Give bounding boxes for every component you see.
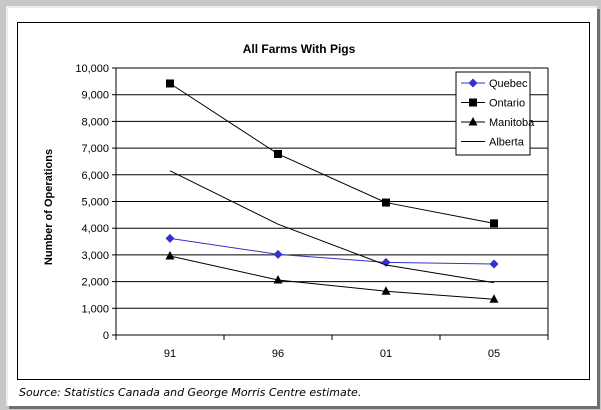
legend-marker-quebec bbox=[468, 78, 478, 88]
legend-marker-ontario bbox=[469, 98, 477, 107]
y-tick-label: 6,000 bbox=[81, 170, 109, 182]
data-point-manitoba bbox=[381, 286, 391, 295]
source-note: Source: Statistics Canada and George Mor… bbox=[19, 386, 362, 399]
series-alberta bbox=[169, 170, 495, 284]
data-point-ontario bbox=[490, 219, 498, 228]
legend-label-ontario: Ontario bbox=[489, 98, 525, 110]
legend-marker-manitoba bbox=[468, 117, 478, 126]
legend: Quebec Ontario Manitoba Alberta bbox=[455, 71, 535, 156]
data-point-quebec bbox=[273, 249, 283, 259]
series-quebec bbox=[165, 233, 499, 269]
x-tick-label: 96 bbox=[272, 348, 284, 360]
data-point-quebec bbox=[489, 259, 499, 269]
data-point-ontario bbox=[382, 198, 390, 207]
x-tick-label: 91 bbox=[164, 348, 176, 360]
x-tick-label: 01 bbox=[380, 348, 392, 360]
data-point-manitoba bbox=[489, 294, 499, 303]
y-tick-label: 0 bbox=[103, 330, 109, 342]
data-point-quebec bbox=[165, 233, 175, 243]
chart-title: All Farms With Pigs bbox=[243, 42, 356, 56]
y-tick-label: 8,000 bbox=[81, 116, 109, 128]
data-point-ontario bbox=[166, 79, 174, 88]
series-line-ontario bbox=[169, 83, 495, 224]
y-axis-label: Number of Operations bbox=[43, 149, 55, 265]
series-lines bbox=[165, 79, 499, 303]
axes: 0 1,000 2,000 3,000 4,000 5,000 6,000 7,000 8,00… bbox=[75, 63, 549, 360]
legend-label-quebec: Quebec bbox=[489, 78, 528, 90]
y-tick-label: 10,000 bbox=[75, 63, 109, 75]
y-tick-label: 3,000 bbox=[81, 250, 109, 262]
series-line-alberta bbox=[169, 170, 495, 284]
y-tick-label: 7,000 bbox=[81, 143, 109, 155]
y-tick-label: 1,000 bbox=[81, 303, 109, 315]
y-tick-label: 4,000 bbox=[81, 223, 109, 235]
series-line-quebec bbox=[169, 237, 495, 265]
y-tick-label: 2,000 bbox=[81, 277, 109, 289]
x-tick-label: 05 bbox=[488, 348, 500, 360]
series-line-manitoba bbox=[169, 255, 495, 300]
series-manitoba bbox=[165, 250, 499, 303]
series-ontario bbox=[166, 79, 498, 228]
y-tick-label: 9,000 bbox=[81, 90, 109, 102]
data-point-manitoba bbox=[165, 250, 175, 260]
gridlines bbox=[116, 67, 548, 309]
data-point-manitoba bbox=[273, 274, 283, 284]
data-point-ontario bbox=[274, 149, 282, 158]
y-tick-label: 5,000 bbox=[81, 197, 109, 209]
legend-label-alberta: Alberta bbox=[489, 137, 525, 149]
legend-label-manitoba: Manitoba bbox=[489, 117, 535, 129]
